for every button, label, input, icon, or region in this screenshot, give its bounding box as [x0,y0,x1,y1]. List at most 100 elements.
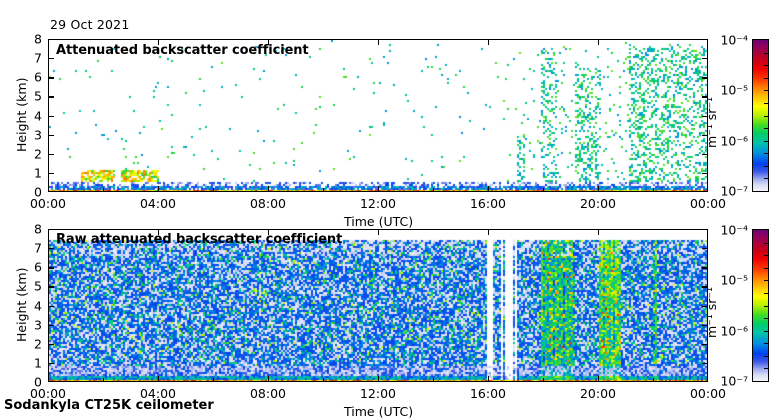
x-tick-label: 16:00 [469,196,507,211]
x-tick-label: 04:00 [139,196,177,211]
x-axis-title: Time (UTC) [344,404,414,419]
colorbar-minor-tick [764,267,768,269]
y-tick-mark [702,324,708,326]
x-minor-tick-mark [433,378,434,382]
x-tick-mark [268,39,270,45]
x-tick-label: 00:00 [689,196,727,211]
y-tick-label: 2 [34,336,42,352]
y-tick-label: 1 [34,355,42,371]
x-tick-mark [488,229,490,235]
x-tick-mark [158,229,160,235]
y-tick-label: 8 [34,31,42,47]
y-tick-label: 6 [34,259,42,275]
colorbar-minor-tick [764,153,768,155]
panel-attenuated-backscatter [48,39,708,192]
y-tick-label: 4 [34,108,42,123]
date-label: 29 Oct 2021 [50,17,130,32]
y-tick-mark [702,172,708,175]
x-tick-mark [598,186,600,192]
x-minor-tick-mark [323,378,324,382]
y-tick-mark [48,134,54,136]
colorbar-minor-tick [764,90,768,92]
x-minor-tick-mark [323,188,324,192]
x-tick-mark [268,376,270,382]
y-tick-mark [702,267,708,269]
y-tick-label: 7 [34,240,42,256]
x-tick-mark [598,229,600,235]
x-tick-label: 00:00 [29,196,67,211]
y-tick-mark [48,96,54,98]
colorbar-unit-label: m⁻¹ sr⁻¹ [704,96,719,148]
x-tick-label: 12:00 [359,386,397,401]
x-tick-label: 08:00 [249,386,287,401]
x-tick-label: 00:00 [29,386,67,401]
y-axis-title: Height (km) [14,77,29,152]
y-tick-label: 8 [34,221,42,237]
panel-1-title: Attenuated backscatter coefficient [56,43,309,58]
x-tick-mark [378,39,380,45]
x-tick-mark [598,39,600,45]
y-tick-mark [702,248,708,250]
colorbar-minor-tick [764,255,768,257]
raw-attenuated-backscatter-heatmap [49,230,707,381]
colorbar-tick-label: 10⁻⁶ [720,133,748,149]
y-tick-mark [48,267,54,269]
y-tick-mark [702,305,708,307]
x-tick-mark [488,376,490,382]
colorbar-minor-tick [764,318,768,320]
y-tick-mark [702,286,708,288]
x-tick-label: 00:00 [689,386,727,401]
x-tick-label: 20:00 [579,386,617,401]
x-tick-mark [598,376,600,382]
attenuated-backscatter-heatmap [49,40,707,191]
colorbar-minor-tick [764,242,768,244]
x-tick-mark [268,229,270,235]
y-tick-mark [48,286,54,288]
colorbar-minor-tick [764,178,768,180]
x-minor-tick-mark [543,378,544,382]
x-minor-tick-mark [433,188,434,192]
y-tick-mark [702,115,708,117]
colorbar-minor-tick [764,305,768,307]
y-tick-mark [702,134,708,136]
y-tick-mark [702,153,708,156]
x-tick-mark [268,186,270,192]
colorbar-minor-tick [764,128,768,130]
y-tick-mark [48,153,54,156]
y-tick-label: 0 [34,374,42,390]
y-tick-mark [48,115,54,117]
y-tick-label: 3 [34,127,42,143]
colorbar-minor-tick [764,355,768,357]
x-tick-mark [488,186,490,192]
y-tick-mark [48,248,54,250]
colorbar-minor-tick [764,165,768,167]
colorbar-tick-label: 10⁻⁴ [720,222,748,238]
colorbar-minor-tick [764,77,768,79]
y-tick-mark [702,58,708,60]
y-tick-mark [48,324,54,326]
x-minor-tick-mark [543,188,544,192]
colorbar-tick-label: 10⁻⁷ [720,373,748,389]
x-tick-label: 20:00 [579,196,617,211]
colorbar-minor-tick [764,65,768,67]
x-minor-tick-mark [213,188,214,192]
x-tick-mark [158,376,160,382]
colorbar-tick-label: 10⁻⁷ [720,183,748,199]
colorbar-gradient [753,230,768,381]
x-tick-label: 08:00 [249,196,287,211]
y-tick-mark [702,77,708,79]
y-tick-label: 0 [34,184,42,200]
colorbar-tick-label: 10⁻⁵ [720,272,748,288]
x-tick-mark [378,186,380,192]
y-tick-label: 1 [34,165,42,181]
colorbar-tick-label: 10⁻⁴ [720,32,748,48]
y-tick-mark [48,58,54,60]
colorbar-minor-tick [764,52,768,54]
x-tick-mark [158,39,160,45]
x-tick-mark [158,186,160,192]
colorbar-panel-2 [752,229,769,382]
figure-caption: Sodankyla CT25K ceilometer [4,398,214,413]
y-tick-mark [48,343,54,346]
x-tick-label: 04:00 [139,386,177,401]
x-tick-label: 12:00 [359,196,397,211]
